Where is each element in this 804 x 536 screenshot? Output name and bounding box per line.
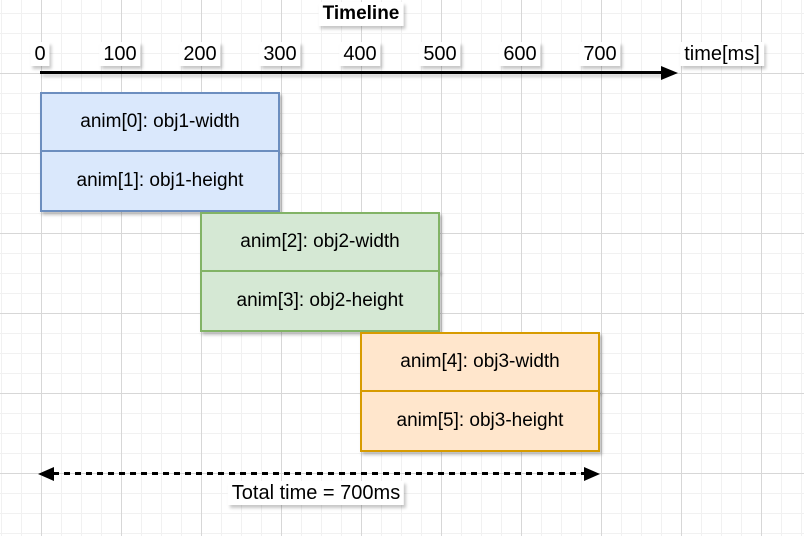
total-time-label: Total time = 700ms <box>227 481 405 505</box>
axis-tick-label: 500 <box>419 42 461 66</box>
axis-tick-label: 600 <box>499 42 541 66</box>
timeline-bar-label: anim[5]: obj3-height <box>396 410 564 431</box>
timeline-bar[interactable]: anim[5]: obj3-height <box>360 390 600 452</box>
arrowhead-left-icon <box>38 466 54 481</box>
axis-tick-label: 0 <box>30 42 50 66</box>
timeline-bar-label: anim[2]: obj2-width <box>240 231 400 252</box>
axis-tick-label: 700 <box>579 42 621 66</box>
axis-unit-label: time[ms] <box>680 42 764 66</box>
axis-tick-label: 300 <box>259 42 301 66</box>
timeline-bar-label: anim[1]: obj1-height <box>76 170 244 191</box>
axis-tick-label: 100 <box>99 42 141 66</box>
timeline-bar[interactable]: anim[2]: obj2-width <box>200 212 440 272</box>
timeline-bar[interactable]: anim[4]: obj3-width <box>360 332 600 392</box>
diagram-title: Timeline <box>318 2 404 26</box>
timeline-bar-label: anim[4]: obj3-width <box>400 351 560 372</box>
total-time-dashed-line <box>53 472 587 475</box>
timeline-bar[interactable]: anim[0]: obj1-width <box>40 92 280 152</box>
axis-line <box>40 71 664 74</box>
arrowhead-right-icon <box>584 466 600 481</box>
axis-tick-label: 200 <box>179 42 221 66</box>
axis-tick-label: 400 <box>339 42 381 66</box>
timeline-bar-label: anim[0]: obj1-width <box>80 111 240 132</box>
timeline-bar[interactable]: anim[1]: obj1-height <box>40 150 280 212</box>
timeline-bar[interactable]: anim[3]: obj2-height <box>200 270 440 332</box>
timeline-bar-label: anim[3]: obj2-height <box>236 290 404 311</box>
axis-arrowhead-icon <box>661 65 678 80</box>
